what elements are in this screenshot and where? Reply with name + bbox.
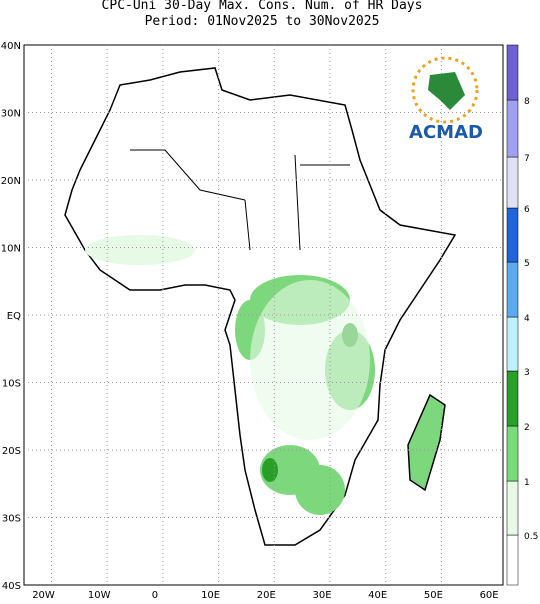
colorbar-label: 0.5: [524, 532, 538, 542]
colorbar-swatch: [506, 480, 519, 536]
lat-label: EQ: [7, 311, 21, 322]
madagascar: [407, 393, 446, 492]
lat-label: 20N: [1, 176, 21, 187]
colorbar-swatch: [506, 370, 519, 427]
colorbar-label: 1: [524, 478, 530, 488]
lon-label: 30E: [312, 590, 331, 600]
colorbar-swatch: [506, 207, 519, 263]
colorbar-swatch: [506, 156, 519, 209]
colorbar-label: 5: [524, 259, 530, 269]
logo-africa: [428, 72, 465, 110]
lat-label: 10S: [2, 379, 21, 390]
lon-label: 10W: [88, 590, 111, 600]
lon-label: 0: [152, 590, 158, 600]
colorbar-label: 6: [524, 205, 530, 215]
colorbar: 0.5 1 2 3 4 5 6 7 8: [506, 44, 538, 586]
colorbar-swatch: [506, 99, 519, 158]
colorbar-label: 2: [524, 423, 530, 433]
rain-area: [85, 235, 195, 265]
colorbar-swatch: [506, 261, 519, 318]
lon-label: 10E: [201, 590, 220, 600]
rain-area: [295, 465, 345, 515]
land: [64, 67, 457, 546]
borders: [130, 149, 350, 251]
colorbar-swatch: [506, 425, 519, 482]
lon-label: 50E: [424, 590, 443, 600]
colorbar-swatch: [506, 44, 519, 101]
rain-area: [262, 458, 278, 482]
lon-label: 60E: [480, 590, 499, 600]
colorbar-swatch: [506, 316, 519, 372]
title-line: Period: 01Nov2025 to 30Nov2025: [145, 14, 380, 29]
colorbar-label: 8: [524, 97, 530, 107]
lon-label: 20W: [32, 590, 55, 600]
colorbar-label: 3: [524, 368, 530, 378]
lat-label: 40S: [2, 581, 21, 592]
title-line: CPC-Uni 30-Day Max. Cons. Num. of HR Day…: [102, 0, 423, 13]
lon-label: 20E: [257, 590, 276, 600]
rain-area: [250, 280, 370, 440]
lat-label: 20S: [2, 446, 21, 457]
lon-label: 40E: [368, 590, 387, 600]
lat-label: 30N: [1, 109, 21, 120]
logo-text: ACMAD: [409, 122, 483, 143]
logo: ACMAD: [409, 56, 483, 143]
colorbar-swatch: [506, 534, 519, 586]
lat-label: 40N: [1, 41, 21, 52]
lat-label: 30S: [2, 514, 21, 525]
logo-ring: [411, 56, 479, 124]
colorbar-label: 7: [524, 154, 530, 164]
lat-label: 10N: [1, 244, 21, 255]
colorbar-label: 4: [524, 314, 530, 324]
